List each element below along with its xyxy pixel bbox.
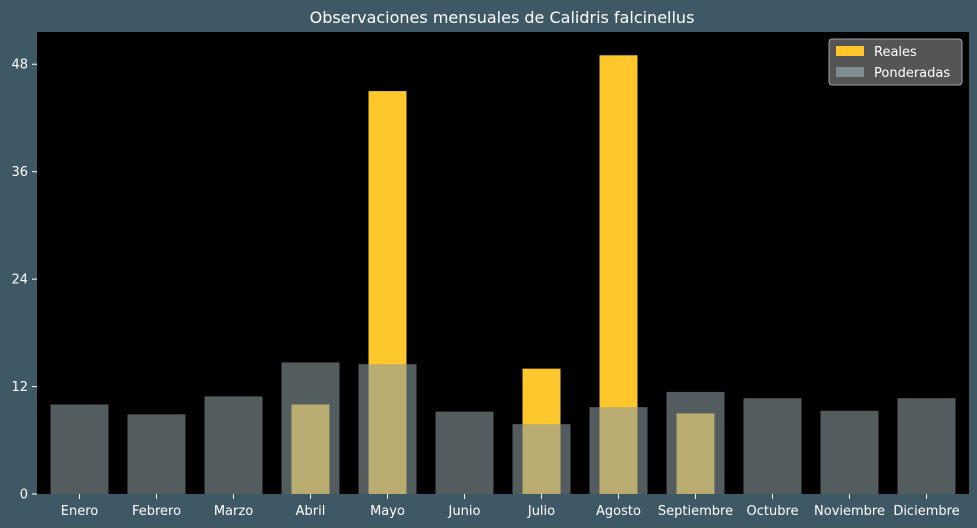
legend-label-ponderadas: Ponderadas xyxy=(874,66,950,81)
x-tick-label: Junio xyxy=(448,504,481,519)
bar-weighted-abril xyxy=(281,362,340,494)
plot-area xyxy=(37,32,969,494)
x-tick-label: Agosto xyxy=(596,504,641,519)
bar-weighted-febrero xyxy=(127,414,186,494)
x-tick-label: Noviembre xyxy=(814,504,885,519)
bar-weighted-septiembre xyxy=(666,391,725,494)
y-tick-label: 0 xyxy=(20,488,28,503)
bar-weighted-marzo xyxy=(204,396,263,494)
x-axis: Enero Febrero Marzo Abril Mayo Junio Julio Agos… xyxy=(61,494,960,519)
legend-label-reales: Reales xyxy=(874,45,917,60)
x-tick-label: Febrero xyxy=(132,504,181,519)
x-tick-label: Diciembre xyxy=(893,504,959,519)
x-tick-label: Enero xyxy=(61,504,99,519)
x-tick-label: Marzo xyxy=(214,504,253,519)
y-tick-label: 12 xyxy=(11,380,28,395)
bar-weighted-junio xyxy=(435,411,494,494)
y-tick-label: 24 xyxy=(11,273,28,288)
bar-weighted-enero xyxy=(50,404,109,494)
bar-weighted-julio xyxy=(512,424,571,494)
x-tick-label: Octubre xyxy=(746,504,798,519)
y-tick-label: 48 xyxy=(11,58,28,73)
bar-weighted-octubre xyxy=(743,398,802,494)
x-tick-label: Abril xyxy=(296,504,326,519)
legend-swatch-ponderadas xyxy=(836,67,864,77)
bar-weighted-noviembre xyxy=(820,410,879,494)
chart-title: Observaciones mensuales de Calidris falc… xyxy=(310,8,695,27)
x-tick-label: Septiembre xyxy=(658,504,733,519)
bar-weighted-diciembre xyxy=(897,398,956,494)
legend-swatch-reales xyxy=(836,46,864,56)
y-tick-label: 36 xyxy=(11,165,28,180)
y-axis: 0 12 24 36 48 xyxy=(11,58,37,503)
x-tick-label: Julio xyxy=(527,504,555,519)
bar-weighted-agosto xyxy=(589,407,648,494)
bars-weighted xyxy=(50,362,956,494)
x-tick-label: Mayo xyxy=(370,504,405,519)
legend: Reales Ponderadas xyxy=(828,38,963,86)
bar-weighted-mayo xyxy=(358,364,417,494)
